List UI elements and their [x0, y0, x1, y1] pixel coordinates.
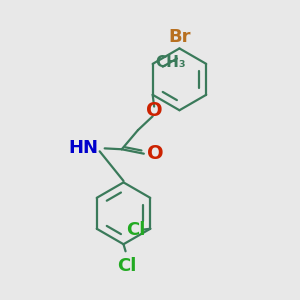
Text: Cl: Cl — [127, 221, 146, 239]
Text: HN: HN — [68, 139, 98, 157]
Text: Cl: Cl — [117, 256, 137, 274]
Text: O: O — [146, 101, 163, 121]
Text: O: O — [147, 144, 164, 163]
Text: Br: Br — [168, 28, 191, 46]
Text: CH₃: CH₃ — [156, 56, 186, 70]
